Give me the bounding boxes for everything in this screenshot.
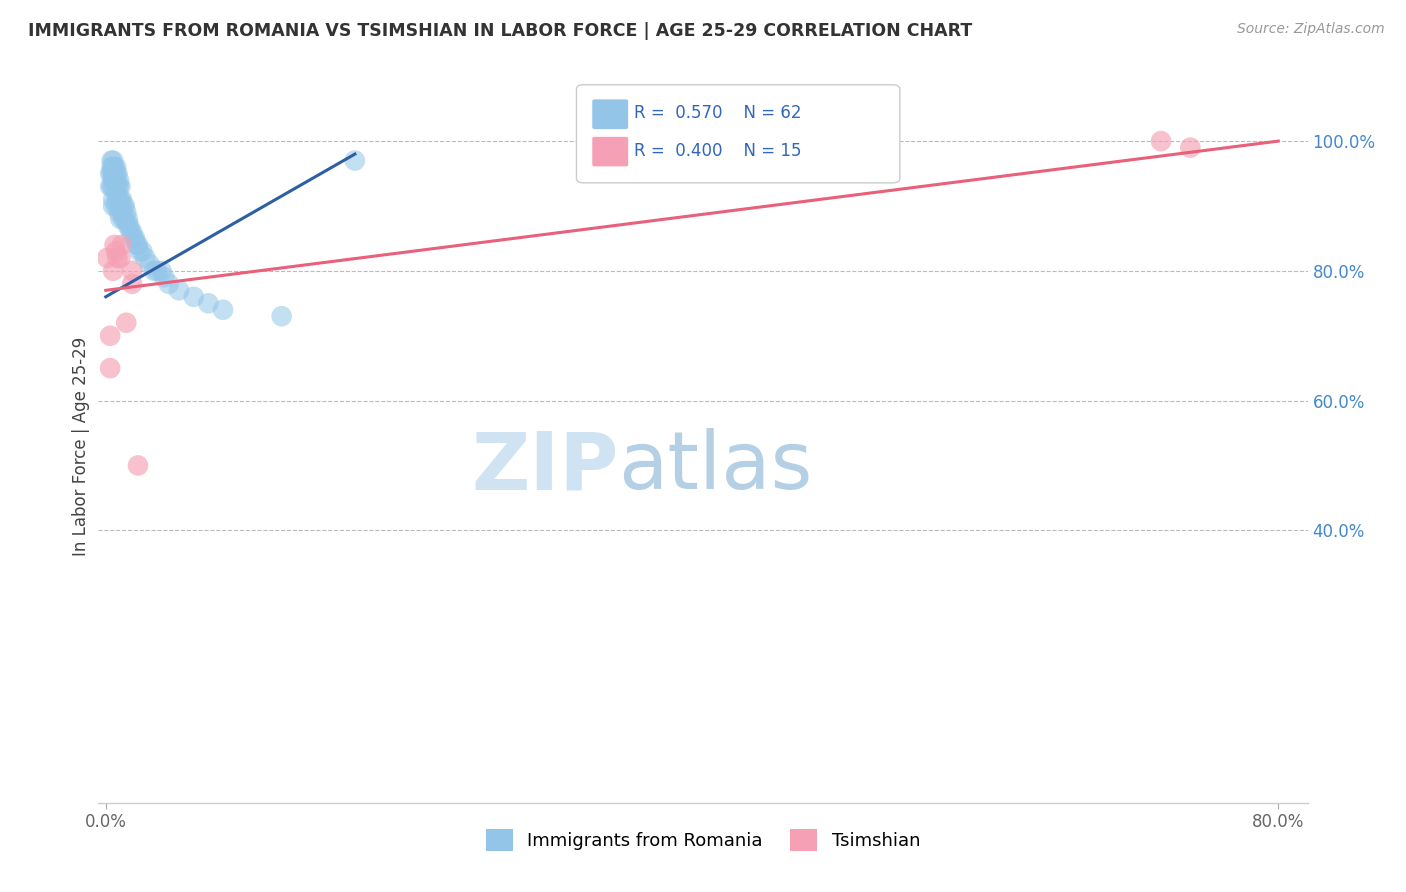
Point xyxy=(110,193,132,207)
Point xyxy=(105,186,128,200)
Point xyxy=(107,179,129,194)
Point xyxy=(121,277,143,291)
Point xyxy=(146,264,169,278)
Point xyxy=(112,211,135,226)
Point xyxy=(100,179,122,194)
Point xyxy=(343,153,366,168)
Text: R =  0.400    N = 15: R = 0.400 N = 15 xyxy=(634,142,801,160)
Point xyxy=(107,251,129,265)
Point xyxy=(115,205,138,219)
Point xyxy=(143,264,166,278)
Point xyxy=(101,199,124,213)
Point xyxy=(108,193,131,207)
Point xyxy=(112,199,135,213)
Point xyxy=(127,238,149,252)
Point xyxy=(101,167,124,181)
Point xyxy=(101,153,124,168)
Point xyxy=(107,167,129,181)
Point xyxy=(128,244,150,259)
Point xyxy=(138,257,160,271)
Point xyxy=(197,296,219,310)
Point xyxy=(107,193,129,207)
Point xyxy=(108,205,131,219)
Point xyxy=(114,211,136,226)
Point xyxy=(110,179,132,194)
Point xyxy=(110,199,132,213)
Text: atlas: atlas xyxy=(619,428,813,507)
Point xyxy=(100,160,122,174)
Point xyxy=(98,361,121,376)
Point xyxy=(111,205,134,219)
Point xyxy=(117,211,139,226)
Point xyxy=(117,219,139,233)
Point xyxy=(212,302,235,317)
Point xyxy=(114,199,136,213)
Point xyxy=(105,199,128,213)
Point xyxy=(105,244,128,259)
Point xyxy=(157,277,180,291)
Point xyxy=(101,264,124,278)
Point xyxy=(121,264,143,278)
Point xyxy=(120,225,142,239)
Point xyxy=(110,251,132,265)
Point xyxy=(115,316,138,330)
Point xyxy=(103,238,125,252)
Point xyxy=(122,231,145,245)
Point xyxy=(110,211,132,226)
Point xyxy=(270,310,292,324)
Y-axis label: In Labor Force | Age 25-29: In Labor Force | Age 25-29 xyxy=(72,336,90,556)
Text: ZIP: ZIP xyxy=(471,428,619,507)
Text: R =  0.570    N = 62: R = 0.570 N = 62 xyxy=(634,104,801,122)
Point xyxy=(127,458,149,473)
Text: Source: ZipAtlas.com: Source: ZipAtlas.com xyxy=(1237,22,1385,37)
Point xyxy=(100,167,122,181)
Point xyxy=(167,283,190,297)
Point xyxy=(100,153,122,168)
Point xyxy=(1150,134,1173,148)
Point xyxy=(103,173,125,187)
Point xyxy=(153,270,176,285)
Point xyxy=(103,160,125,174)
Point xyxy=(98,328,121,343)
Point xyxy=(1180,140,1202,154)
Point xyxy=(96,251,118,265)
Point xyxy=(111,238,134,252)
Point xyxy=(118,219,141,233)
Point xyxy=(121,225,143,239)
Point xyxy=(98,167,121,181)
Point xyxy=(105,167,128,181)
Point xyxy=(108,173,131,187)
Point xyxy=(150,264,173,278)
Point xyxy=(101,193,124,207)
Point xyxy=(134,251,156,265)
Point xyxy=(101,173,124,187)
Point xyxy=(105,160,128,174)
Point xyxy=(108,179,131,194)
Point xyxy=(183,290,205,304)
Point xyxy=(111,193,134,207)
Point xyxy=(101,179,124,194)
Point xyxy=(101,160,124,174)
Point xyxy=(105,173,128,187)
Legend: Immigrants from Romania, Tsimshian: Immigrants from Romania, Tsimshian xyxy=(478,822,928,858)
Point xyxy=(131,244,153,259)
Point xyxy=(98,179,121,194)
Point xyxy=(124,231,146,245)
Point xyxy=(125,238,148,252)
Text: IMMIGRANTS FROM ROMANIA VS TSIMSHIAN IN LABOR FORCE | AGE 25-29 CORRELATION CHAR: IMMIGRANTS FROM ROMANIA VS TSIMSHIAN IN … xyxy=(28,22,973,40)
